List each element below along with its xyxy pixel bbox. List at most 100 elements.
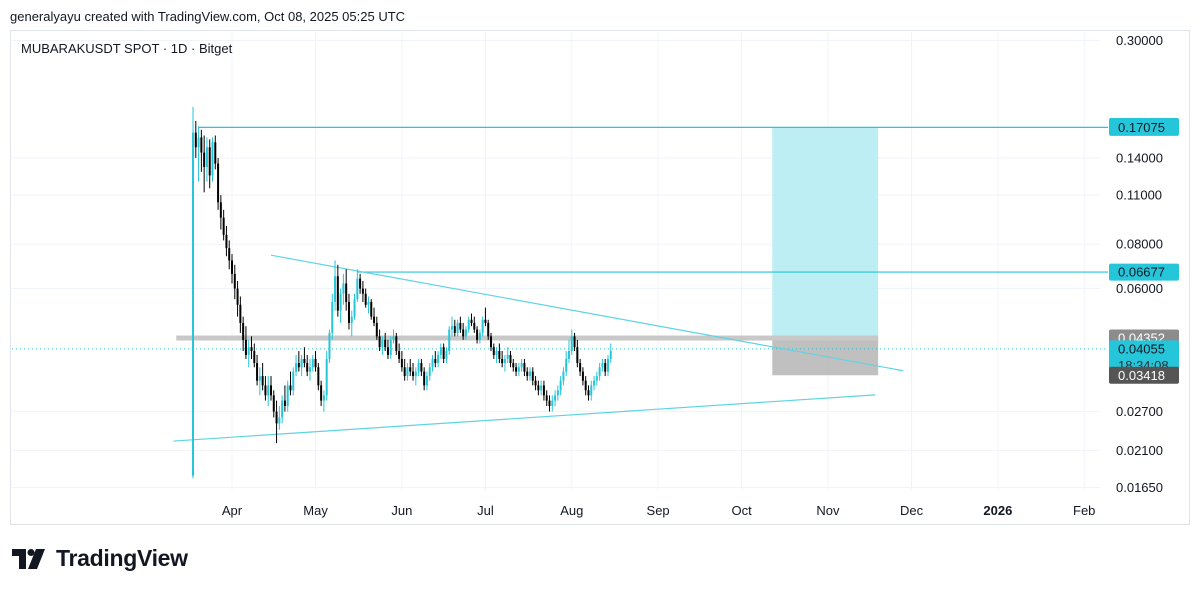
candle bbox=[439, 343, 442, 359]
candle bbox=[498, 343, 501, 364]
candle-body bbox=[573, 336, 576, 348]
candle bbox=[292, 367, 295, 396]
price-badge-bg bbox=[1109, 263, 1179, 281]
candle bbox=[236, 281, 239, 317]
candle-body bbox=[403, 367, 406, 377]
candle-body bbox=[495, 351, 498, 355]
candle-body bbox=[320, 385, 323, 401]
candle-body bbox=[208, 147, 211, 176]
candle bbox=[459, 316, 462, 333]
candle-body bbox=[520, 363, 523, 368]
candle bbox=[389, 336, 392, 359]
candle-body bbox=[425, 376, 428, 386]
candle-body bbox=[456, 322, 459, 333]
candle-body bbox=[509, 354, 512, 364]
x-tick-label: Oct bbox=[732, 503, 753, 518]
candle bbox=[261, 363, 264, 391]
x-tick-label: Jul bbox=[477, 503, 494, 518]
candle bbox=[228, 240, 231, 270]
candle bbox=[456, 319, 459, 337]
candle-body bbox=[395, 336, 398, 352]
candle-body bbox=[431, 358, 434, 368]
candle-body bbox=[400, 358, 403, 368]
candle bbox=[331, 293, 334, 340]
candle bbox=[253, 343, 256, 368]
candle bbox=[540, 380, 543, 396]
candle-body bbox=[434, 358, 437, 364]
candle bbox=[244, 326, 247, 359]
candle bbox=[320, 380, 323, 406]
candle bbox=[434, 351, 437, 368]
candle-body bbox=[236, 288, 239, 305]
candle-body bbox=[484, 319, 487, 323]
y-tick-label: 0.02700 bbox=[1116, 404, 1163, 419]
candle-body bbox=[595, 376, 598, 381]
candle bbox=[528, 367, 531, 381]
candle-body bbox=[487, 322, 490, 337]
candle bbox=[481, 316, 484, 337]
candle bbox=[503, 354, 506, 372]
candle-body bbox=[409, 367, 412, 372]
candle-body bbox=[267, 385, 270, 396]
candle-body bbox=[192, 132, 195, 476]
candle bbox=[381, 336, 384, 355]
candle bbox=[562, 367, 565, 386]
candle-body bbox=[417, 363, 420, 372]
price-badges: 0.171700.170750.066770.043520.0405518:34… bbox=[1109, 118, 1179, 384]
candle bbox=[361, 281, 364, 302]
candle bbox=[565, 351, 568, 377]
candle-body bbox=[336, 276, 339, 311]
candle bbox=[370, 299, 373, 320]
y-tick-label: 0.30000 bbox=[1116, 33, 1163, 48]
candle bbox=[554, 390, 557, 406]
candle bbox=[194, 120, 197, 158]
candle bbox=[336, 264, 339, 317]
candle bbox=[490, 332, 493, 352]
candle-body bbox=[428, 367, 431, 377]
candle bbox=[350, 310, 353, 337]
tradingview-brand[interactable]: TradingView bbox=[12, 545, 188, 572]
candle bbox=[576, 339, 579, 368]
candle-body bbox=[534, 380, 537, 386]
candle bbox=[473, 316, 476, 333]
candle bbox=[431, 354, 434, 372]
candle-body bbox=[345, 283, 348, 302]
candle-body bbox=[311, 358, 314, 368]
candle-body bbox=[295, 363, 298, 372]
candle bbox=[269, 376, 272, 401]
candle bbox=[420, 358, 423, 377]
x-tick-label: Aug bbox=[560, 503, 583, 518]
candle-body bbox=[219, 202, 222, 218]
x-tick-label: Nov bbox=[816, 503, 840, 518]
candle-body bbox=[554, 395, 557, 401]
candle bbox=[200, 129, 203, 172]
candle bbox=[203, 135, 206, 193]
candle-body bbox=[347, 301, 350, 323]
candle-body bbox=[306, 363, 309, 372]
candle bbox=[492, 343, 495, 359]
candle bbox=[217, 157, 220, 210]
candle bbox=[517, 363, 520, 377]
x-tick-label: Apr bbox=[222, 503, 243, 518]
candle-body bbox=[609, 351, 612, 359]
trendline bbox=[173, 394, 876, 442]
candle bbox=[545, 390, 548, 406]
candle bbox=[520, 358, 523, 372]
candle bbox=[278, 405, 281, 430]
candle-body bbox=[269, 385, 272, 396]
candle-body bbox=[386, 347, 389, 355]
candle bbox=[487, 319, 490, 340]
x-tick-label: May bbox=[303, 503, 328, 518]
candle bbox=[423, 367, 426, 391]
candle-body bbox=[350, 316, 353, 323]
candle bbox=[295, 354, 298, 377]
candle bbox=[509, 351, 512, 368]
candle bbox=[308, 358, 311, 381]
candle bbox=[537, 380, 540, 396]
candle bbox=[328, 329, 331, 364]
candle bbox=[347, 293, 350, 330]
candle bbox=[359, 273, 362, 294]
candle-body bbox=[478, 332, 481, 340]
